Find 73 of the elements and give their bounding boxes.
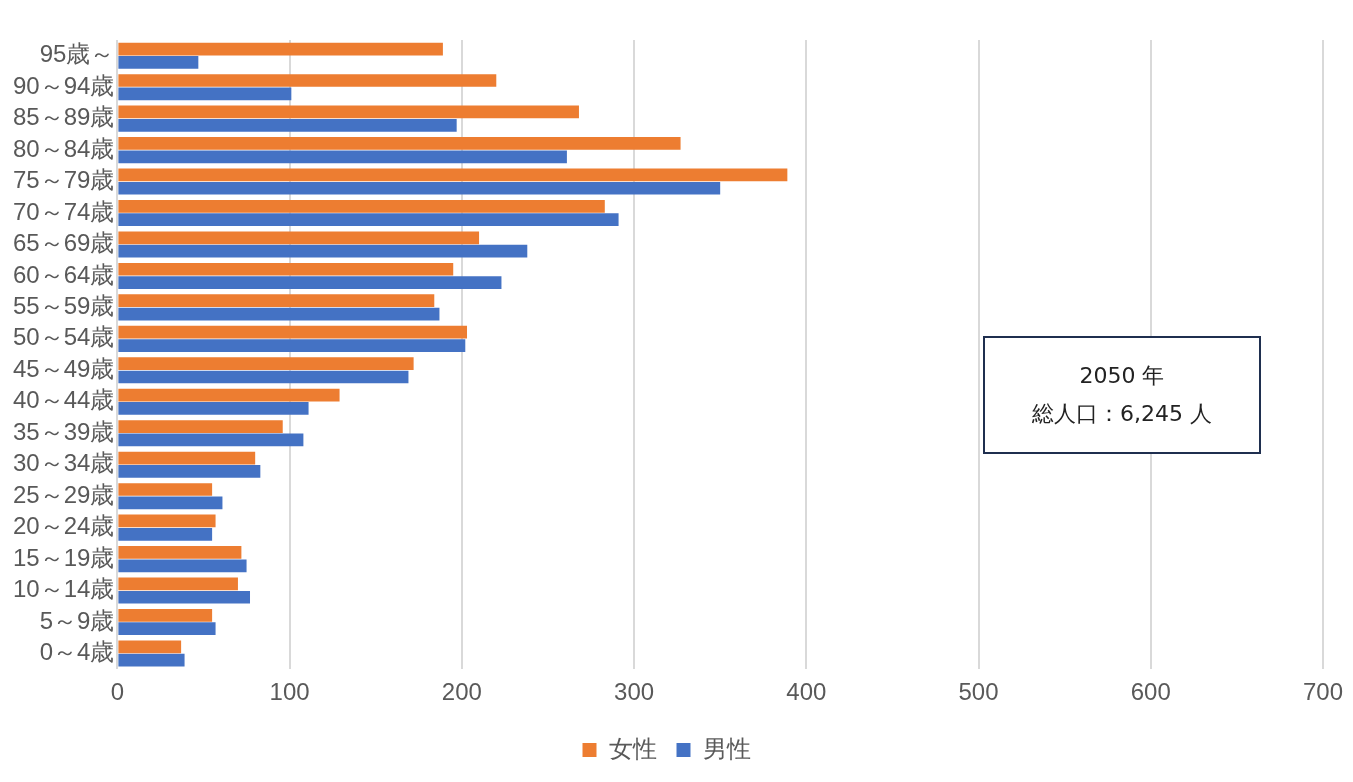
bar — [118, 244, 528, 258]
y-tick-label: 90～94歳 — [13, 71, 115, 99]
bar — [118, 168, 788, 182]
y-tick-label: 40～44歳 — [13, 386, 115, 414]
bar — [118, 622, 216, 636]
bar — [118, 388, 340, 402]
y-tick-label: 45～49歳 — [13, 354, 115, 382]
y-tick-label: 85～89歳 — [13, 103, 115, 131]
bar — [118, 640, 182, 654]
x-tick-label: 700 — [1302, 678, 1343, 706]
bar — [118, 276, 502, 289]
y-tick-label: 75～79歳 — [13, 166, 115, 194]
bar — [118, 74, 497, 87]
bar — [118, 420, 283, 433]
annotation: 2050 年 — [1079, 362, 1165, 389]
y-tick-label: 80～84歳 — [13, 134, 115, 162]
bar — [118, 339, 466, 352]
text-box: 2050 年 総人口：6,245 人 — [983, 336, 1261, 454]
bar — [118, 483, 213, 496]
y-tick-label: 5～9歳 — [39, 606, 115, 634]
bar — [118, 181, 721, 195]
y-tick-label: 30～34歳 — [13, 449, 115, 477]
y-tick-label: 0～4歳 — [39, 638, 115, 666]
y-tick-label: 15～19歳 — [13, 543, 115, 571]
bar — [118, 496, 223, 510]
y-tick-label: 50～54歳 — [13, 323, 115, 351]
bar — [118, 590, 251, 604]
bar — [118, 451, 256, 465]
bar — [118, 42, 443, 56]
bar — [118, 608, 213, 622]
bar — [118, 294, 435, 308]
bar — [118, 87, 292, 101]
y-tick-label: 55～59歳 — [13, 292, 115, 320]
bar — [118, 527, 213, 541]
bar — [118, 118, 457, 132]
bar — [118, 546, 242, 559]
legend-label: 男性 — [702, 734, 751, 762]
bar — [118, 137, 681, 150]
bar — [118, 465, 261, 478]
bar — [118, 357, 414, 370]
bar — [118, 577, 238, 591]
x-tick-label: 100 — [269, 678, 310, 706]
bar — [118, 325, 468, 339]
bar — [118, 559, 247, 573]
y-tick-label: 20～24歳 — [13, 512, 115, 540]
legend-label: 女性 — [608, 734, 657, 762]
bar — [118, 514, 216, 528]
x-tick-label: 400 — [786, 678, 827, 706]
y-tick-label: 60～64歳 — [13, 260, 115, 288]
bar — [118, 56, 199, 69]
bar — [118, 402, 309, 415]
bar — [118, 150, 567, 164]
annotation: 総人口：6,245 人 — [1032, 401, 1212, 428]
bar — [118, 105, 579, 119]
x-tick-label: 500 — [958, 678, 999, 706]
y-tick-label: 65～69歳 — [13, 229, 115, 257]
y-tick-label: 35～39歳 — [13, 417, 115, 445]
bar — [118, 433, 304, 447]
y-tick-label: 95歳～ — [39, 40, 115, 68]
y-tick-label: 70～74歳 — [13, 197, 115, 225]
x-tick-label: 600 — [1130, 678, 1171, 706]
x-tick-label: 200 — [441, 678, 482, 706]
bar — [118, 370, 409, 384]
x-tick-label: 300 — [614, 678, 655, 706]
bar — [118, 199, 605, 213]
y-tick-label: 10～14歳 — [13, 575, 115, 603]
y-tick-label: 25～29歳 — [13, 480, 115, 508]
x-tick-label: 0 — [110, 678, 125, 706]
bar — [118, 653, 185, 667]
bar — [118, 213, 619, 227]
bar — [118, 307, 440, 321]
bar — [118, 231, 480, 245]
bar — [118, 262, 454, 276]
